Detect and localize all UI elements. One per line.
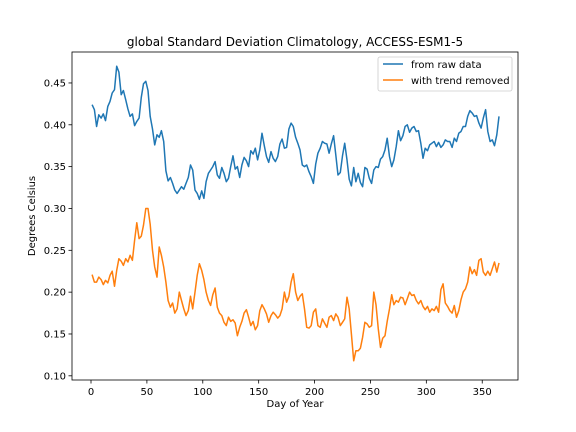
y-tick-label: 0.10: [44, 371, 66, 382]
x-tick-label: 100: [193, 387, 212, 398]
y-tick-label: 0.45: [44, 78, 66, 89]
x-tick-label: 300: [417, 387, 436, 398]
y-tick-label: 0.30: [44, 204, 66, 215]
x-tick-label: 250: [361, 387, 380, 398]
chart-title: global Standard Deviation Climatology, A…: [127, 35, 463, 49]
y-tick-label: 0.20: [44, 288, 66, 299]
y-tick-label: 0.15: [44, 329, 66, 340]
y-tick-label: 0.40: [44, 120, 66, 131]
legend-label-detrended: with trend removed: [411, 76, 510, 87]
x-tick-label: 200: [305, 387, 324, 398]
legend-label-raw: from raw data: [411, 60, 482, 71]
x-axis-label: Day of Year: [267, 399, 325, 410]
x-tick-label: 0: [88, 387, 94, 398]
legend: from raw data with trend removed: [378, 57, 512, 91]
x-tick-label: 50: [141, 387, 154, 398]
y-tick-label: 0.35: [44, 162, 66, 173]
x-tick-label: 350: [473, 387, 492, 398]
y-axis-label: Degrees Celsius: [27, 176, 38, 256]
y-tick-label: 0.25: [44, 246, 66, 257]
x-tick-label: 150: [249, 387, 268, 398]
